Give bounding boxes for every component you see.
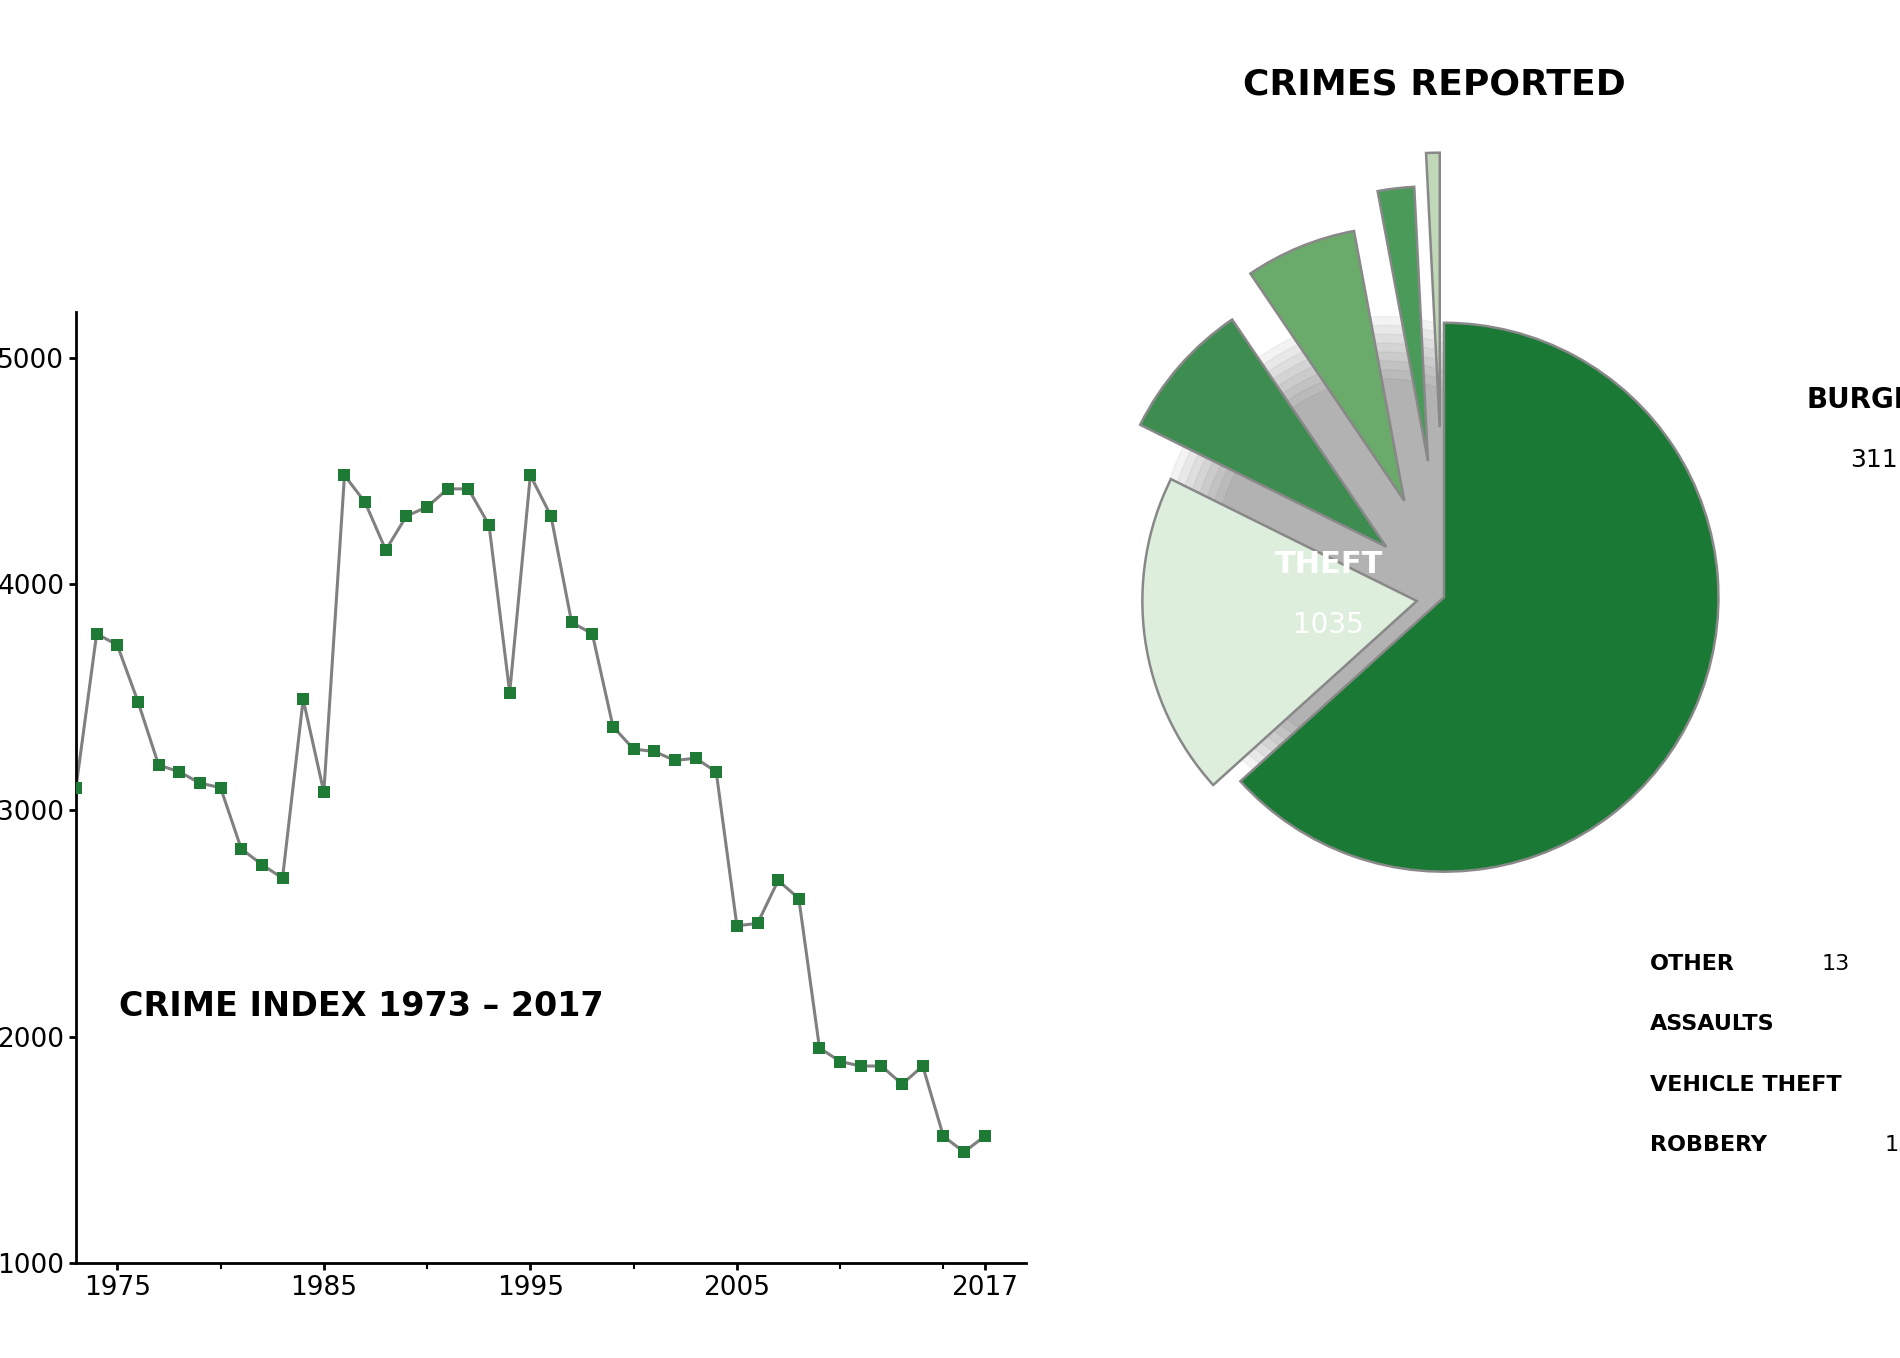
Text: VEHICLE THEFT: VEHICLE THEFT: [1649, 1074, 1841, 1095]
Wedge shape: [1140, 319, 1387, 547]
Text: 134: 134: [1885, 1135, 1900, 1156]
Wedge shape: [1378, 187, 1429, 460]
Text: 311: 311: [1851, 448, 1898, 473]
Text: ROBBERY: ROBBERY: [1649, 1135, 1767, 1156]
Ellipse shape: [1188, 352, 1581, 778]
Text: ASSAULTS: ASSAULTS: [1649, 1014, 1775, 1035]
Text: THEFT: THEFT: [1275, 550, 1383, 579]
Ellipse shape: [1197, 361, 1573, 770]
Wedge shape: [1250, 231, 1404, 501]
Ellipse shape: [1165, 326, 1606, 805]
Ellipse shape: [1155, 316, 1613, 815]
Wedge shape: [1427, 152, 1440, 428]
Text: 1035: 1035: [1294, 611, 1364, 638]
Text: OTHER: OTHER: [1649, 955, 1735, 974]
Ellipse shape: [1172, 334, 1598, 797]
Text: CRIMES REPORTED: CRIMES REPORTED: [1243, 68, 1626, 102]
Ellipse shape: [1180, 344, 1588, 788]
Text: BURGLARY: BURGLARY: [1807, 386, 1900, 414]
Text: CRIME INDEX 1973 – 2017: CRIME INDEX 1973 – 2017: [118, 990, 604, 1023]
Ellipse shape: [1205, 369, 1566, 760]
Text: 13: 13: [1822, 955, 1849, 974]
Wedge shape: [1241, 323, 1718, 872]
Wedge shape: [1142, 479, 1417, 785]
Ellipse shape: [1212, 379, 1556, 752]
